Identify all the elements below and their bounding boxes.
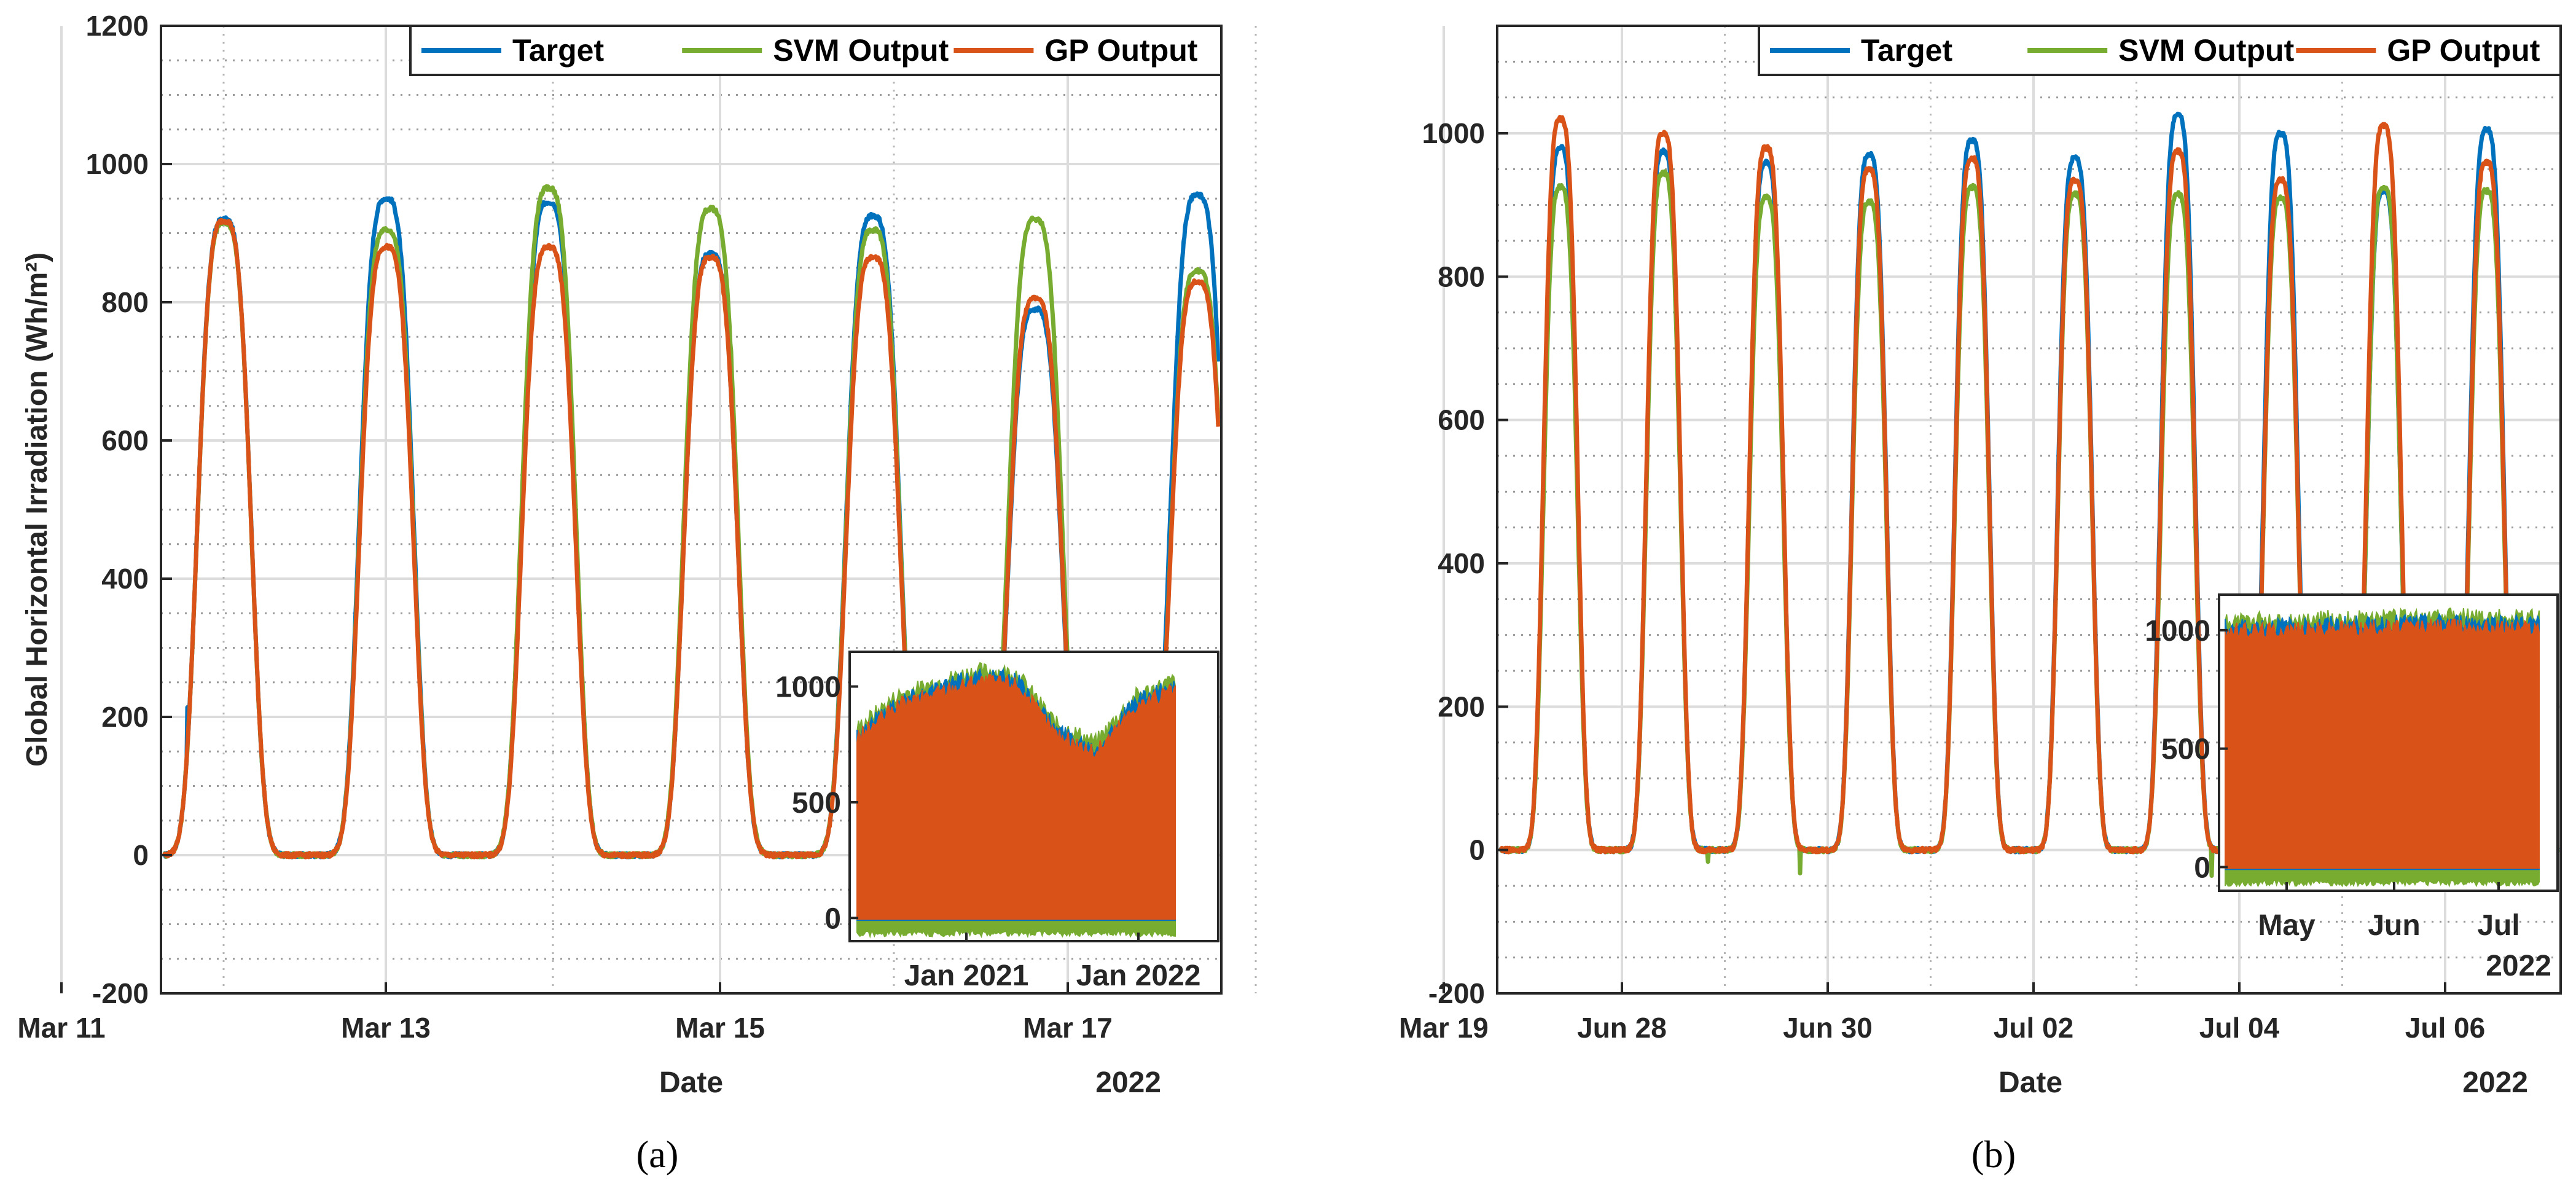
inset-x-tick-label: Jan 2021 (904, 960, 1029, 992)
y-tick-label: 0 (133, 839, 149, 871)
x-tick-label: Mar 13 (341, 1012, 431, 1044)
y-tick-label: -200 (1428, 977, 1485, 1009)
x-tick-label: Mar 11 (17, 1012, 105, 1044)
y-tick-label: 1000 (86, 148, 149, 180)
y-axis-title: Global Horizontal Irradiation (Wh/m²) (21, 252, 53, 767)
legend-label: SVM Output (2118, 33, 2294, 68)
y-tick-label: 600 (1438, 404, 1485, 436)
inset-y-tick-label: 1000 (2145, 615, 2210, 647)
legend-label: Target (1861, 33, 1952, 68)
x-tick-label: Jun 28 (1577, 1012, 1667, 1044)
y-tick-label: 800 (1438, 260, 1485, 292)
y-tick-label: -200 (92, 977, 149, 1009)
x-tick-label: Jul 02 (1994, 1012, 2073, 1044)
inset-chart: 0 500 1000 May Jun Jul 2022 (2145, 593, 2559, 982)
x-tick-label: Mar 15 (675, 1012, 765, 1044)
legend-label: GP Output (1044, 33, 1197, 68)
x-tick-label: Mar 17 (1023, 1012, 1113, 1044)
x-tick-label: Jul 06 (2405, 1012, 2485, 1044)
inset-y-tick-label: 0 (2194, 851, 2210, 884)
y-tick-label: 0 (1469, 834, 1485, 866)
panel-label: (a) (636, 1134, 679, 1176)
x-axis-year: 2022 (2462, 1066, 2528, 1099)
x-axis-title: Date (659, 1066, 723, 1099)
inset-x-tick-label: Jul (2477, 909, 2519, 942)
x-tick-label: Jun 30 (1783, 1012, 1873, 1044)
inset-chart: 0 500 1000 Jan 2021 Jan 2022 (775, 651, 1219, 992)
y-tick-label: 200 (1438, 690, 1485, 722)
gp-output-line (162, 217, 1221, 859)
inset-y-tick-label: 0 (824, 902, 841, 935)
y-tick-label: 200 (101, 701, 149, 733)
legend-box (409, 25, 1223, 76)
inset-x-tick-label: May (2258, 909, 2316, 942)
inset-y-tick-label: 500 (2161, 734, 2210, 766)
inset-y-tick-label: 500 (792, 787, 841, 820)
x-axis-year: 2022 (1095, 1066, 1161, 1099)
inset-gp-area (856, 673, 1176, 920)
inset-gp-area (2225, 617, 2540, 869)
chart-panel-b: -200 0 200 400 600 800 1000 Jun 28 Jun 30 Jul 02 J… (1422, 25, 2562, 1176)
inset-x-tick-label: Jun (2368, 909, 2420, 942)
legend-box (1758, 25, 2562, 76)
inset-y-tick-label: 1000 (775, 671, 841, 704)
inset-year-label: 2022 (2486, 950, 2551, 982)
x-tick-label: Mar 19 (1399, 1012, 1489, 1044)
y-tick-label: 600 (101, 424, 149, 456)
y-tick-label: 400 (101, 563, 149, 595)
y-tick-label: 1000 (1422, 117, 1485, 149)
gp-output-line (1498, 115, 2559, 855)
panel-label: (b) (1971, 1134, 2016, 1176)
legend-label: Target (512, 33, 604, 68)
x-axis-title: Date (1999, 1066, 2062, 1099)
legend-label: GP Output (2387, 33, 2540, 68)
inset-x-tick-label: Jan 2022 (1076, 960, 1201, 992)
y-tick-label: 1200 (86, 10, 149, 42)
legend-label: SVM Output (773, 33, 949, 68)
chart-panel-a: -200 0 200 400 600 800 1000 1200 Mar 11 Mar 13 Mar… (17, 10, 1488, 1176)
x-tick-label: Jul 04 (2199, 1012, 2280, 1044)
y-tick-label: 400 (1438, 547, 1485, 579)
y-tick-label: 800 (101, 286, 149, 318)
